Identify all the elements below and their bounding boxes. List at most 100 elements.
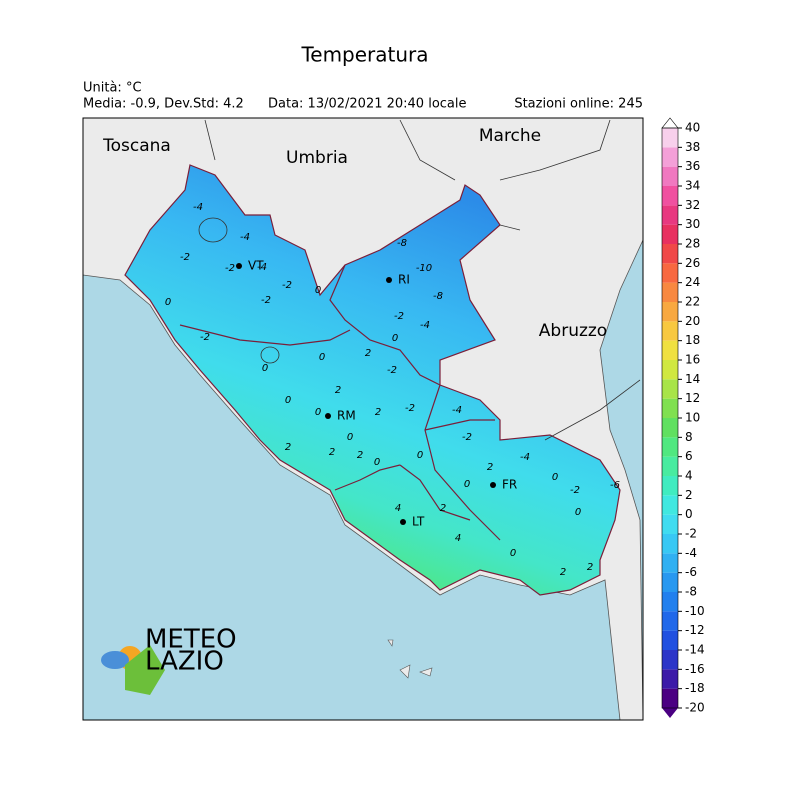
contour-label: 2 xyxy=(329,447,335,458)
contour-label: 0 xyxy=(262,363,268,374)
contour-label: 4 xyxy=(395,503,401,514)
colorbar-segment xyxy=(662,456,678,476)
lazio xyxy=(124,164,621,596)
contour-label: 0 xyxy=(285,395,291,406)
contour-label: 2 xyxy=(560,567,566,578)
colorbar-tick-label: -6 xyxy=(685,565,697,579)
islands xyxy=(387,639,433,679)
colorbar-tick-label: 34 xyxy=(685,179,700,193)
colorbar-segment xyxy=(662,514,678,534)
region-label: Toscana xyxy=(102,136,171,156)
colorbar-tick-label: -2 xyxy=(685,527,697,541)
contour-label: -8 xyxy=(433,291,443,302)
colorbar-tick-label: -14 xyxy=(685,643,705,657)
colorbar-segment xyxy=(662,495,678,515)
colorbar-tick-label: -12 xyxy=(685,623,705,637)
contour-label: 0 xyxy=(315,285,321,296)
contour-label: 0 xyxy=(552,472,558,483)
date: Data: 13/02/2021 20:40 locale xyxy=(268,97,467,112)
colorbar-segment xyxy=(662,340,678,360)
colorbar-tick-label: 22 xyxy=(685,295,700,309)
colorbar-segment xyxy=(662,398,678,418)
colorbar-segment xyxy=(662,205,678,225)
colorbar-arrow xyxy=(661,117,679,129)
colorbar-segment xyxy=(662,166,678,186)
colorbar-segment xyxy=(662,650,678,670)
colorbar-segment xyxy=(662,379,678,399)
colorbar-tick-label: 30 xyxy=(685,217,700,231)
colorbar-tick-label: -18 xyxy=(685,681,705,695)
colorbar-segment xyxy=(662,534,678,554)
colorbar-segment xyxy=(662,611,678,631)
contour-label: -2 xyxy=(225,263,235,274)
colorbar-tick-label: -10 xyxy=(685,604,705,618)
colorbar-tick-label: 32 xyxy=(685,198,700,212)
colorbar-segment xyxy=(662,688,678,708)
contour-label: -2 xyxy=(282,280,292,291)
region-label: Marche xyxy=(479,126,541,146)
city-dot xyxy=(400,519,406,525)
colorbar-tick-label: 38 xyxy=(685,140,700,154)
city-dot xyxy=(386,277,392,283)
logo-land xyxy=(125,645,165,695)
region-label: Umbria xyxy=(286,148,348,168)
colorbar-segment xyxy=(662,321,678,341)
contour-label: 0 xyxy=(319,352,325,363)
title: Temperatura xyxy=(300,43,428,67)
colorbar-tick-label: 24 xyxy=(685,275,700,289)
contour-label: 0 xyxy=(165,297,171,308)
colorbar-segment xyxy=(662,437,678,457)
frame xyxy=(82,117,644,721)
colorbar: -20-18-16-14-12-10-8-6-4-202468101214161… xyxy=(661,117,705,718)
logo-line2: LAZIO xyxy=(145,647,224,677)
city-label: RM xyxy=(337,409,356,423)
colorbar-tick-label: -20 xyxy=(685,701,705,715)
colorbar-segment xyxy=(662,553,678,573)
stations: Stazioni online: 245 xyxy=(514,97,643,112)
contour-label: -10 xyxy=(416,263,432,274)
colorbar-segment xyxy=(662,572,678,592)
contour-label: -2 xyxy=(261,295,271,306)
contour-label: -4 xyxy=(452,405,462,416)
colorbar-tick-label: 8 xyxy=(685,430,693,444)
contour-label: 2 xyxy=(487,462,493,473)
city-label: RI xyxy=(398,273,410,287)
colorbar-tick-label: 28 xyxy=(685,237,700,251)
city-dot xyxy=(490,482,496,488)
colorbar-tick-label: 20 xyxy=(685,314,700,328)
colorbar-segment xyxy=(662,592,678,612)
lake xyxy=(198,217,228,243)
colorbar-segment xyxy=(662,147,678,167)
colorbar-tick-label: -16 xyxy=(685,662,705,676)
contour-label: -4 xyxy=(240,232,250,243)
contour-label: -2 xyxy=(462,432,472,443)
contour-label: -2 xyxy=(570,485,580,496)
map xyxy=(83,118,643,720)
colorbar-tick-label: 14 xyxy=(685,372,700,386)
city-dot xyxy=(325,413,331,419)
unit: Unità: °C xyxy=(83,81,142,96)
contour-label: 0 xyxy=(510,548,516,559)
colorbar-tick-label: 2 xyxy=(685,488,693,502)
contour-label: 2 xyxy=(365,348,371,359)
colorbar-segment xyxy=(662,282,678,302)
contour-label: 0 xyxy=(575,507,581,518)
contour-label: -4 xyxy=(193,202,203,213)
contour-label: 2 xyxy=(440,503,446,514)
borders xyxy=(204,119,641,441)
stats: Media: -0.9, Dev.Std: 4.2 xyxy=(83,97,244,112)
colorbar-tick-label: -8 xyxy=(685,585,697,599)
city-label: LT xyxy=(412,515,425,529)
contour-label: 2 xyxy=(285,442,291,453)
colorbar-segment xyxy=(662,263,678,283)
colorbar-tick-label: 36 xyxy=(685,159,700,173)
labels: Toscana Umbria Marche Abruzzo VT RI RM FR LT -4 -4… xyxy=(102,126,620,578)
contour-label: 0 xyxy=(392,333,398,344)
contour-label: -4 xyxy=(420,320,430,331)
contour-label: 0 xyxy=(347,432,353,443)
colorbar-segment xyxy=(662,244,678,264)
logo: METEO LAZIO xyxy=(101,625,237,695)
colorbar-segment xyxy=(662,302,678,322)
contour-label: 2 xyxy=(335,385,341,396)
